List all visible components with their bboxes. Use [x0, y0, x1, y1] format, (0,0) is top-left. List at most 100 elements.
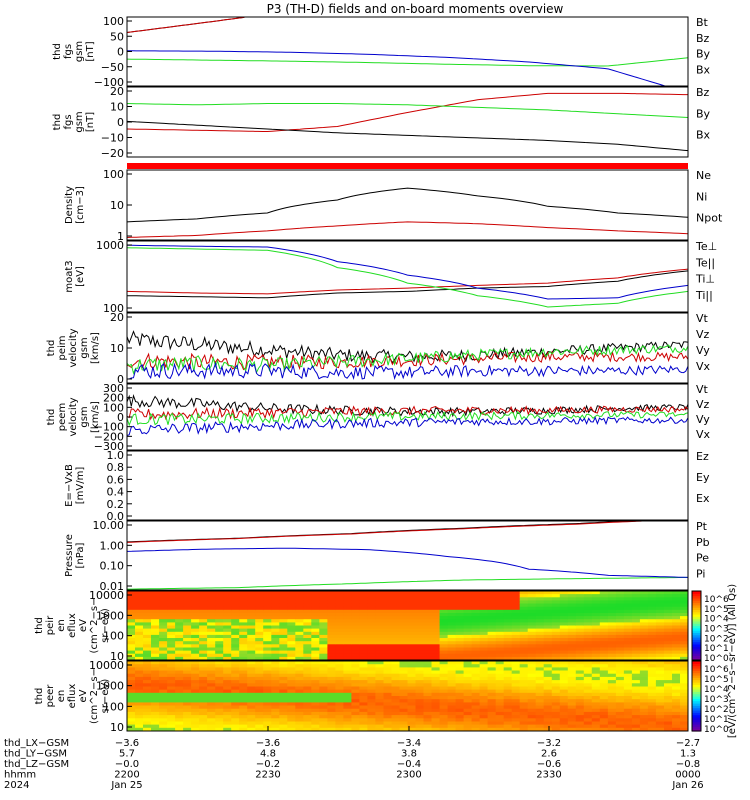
heatmap-cell — [399, 653, 408, 658]
heatmap-cell — [207, 644, 216, 648]
heatmap-cell — [359, 708, 368, 713]
heatmap-cell — [607, 661, 617, 665]
legend-entry-By: By — [696, 107, 711, 120]
heatmap-cell — [247, 634, 256, 639]
heatmap-cell — [319, 702, 328, 707]
heatmap-cell — [407, 699, 416, 703]
heatmap-cell — [359, 718, 368, 722]
heatmap-cell — [295, 711, 304, 716]
heatmap-cell — [647, 708, 657, 713]
heatmap-cell — [359, 616, 368, 620]
y-tick-label: 0.4 — [107, 486, 125, 499]
heatmap-cell — [207, 705, 216, 710]
heatmap-cell — [543, 606, 553, 611]
heatmap-cell — [495, 673, 505, 678]
heatmap-cell — [167, 670, 176, 675]
heatmap-cell — [503, 667, 513, 672]
heatmap-cell — [135, 656, 144, 661]
heatmap-cell — [375, 622, 384, 626]
heatmap-cell — [375, 689, 384, 694]
heatmap-cell — [407, 702, 416, 707]
legend-entry-Te⊥: Te⊥ — [695, 240, 717, 253]
heatmap-cell — [287, 680, 296, 684]
heatmap-cell — [391, 591, 400, 595]
heatmap-cell — [391, 715, 400, 719]
heatmap-cell — [519, 616, 529, 620]
heatmap-cell — [655, 653, 665, 658]
heatmap-cell — [607, 721, 617, 726]
colorbar-step — [692, 686, 701, 690]
heatmap-cell — [207, 676, 216, 681]
heatmap-cell — [615, 656, 625, 661]
legend-entry-Bx: Bx — [696, 129, 711, 142]
heatmap-cell — [375, 676, 384, 681]
heatmap-cell — [151, 603, 160, 608]
heatmap-cell — [175, 656, 184, 661]
heatmap-cell — [183, 597, 192, 601]
heatmap-cell — [319, 641, 328, 645]
heatmap-cell — [183, 628, 192, 633]
heatmap-cell — [471, 689, 481, 694]
heatmap-cell — [191, 676, 200, 681]
heatmap-cell — [647, 622, 657, 626]
heatmap-cell — [399, 644, 408, 648]
heatmap-cell — [175, 664, 184, 668]
heatmap-cell — [479, 683, 489, 687]
heatmap-cell — [615, 603, 625, 608]
heatmap-cell — [567, 625, 577, 630]
heatmap-cell — [407, 676, 416, 681]
heatmap-cell — [639, 616, 649, 620]
heatmap-cell — [511, 711, 521, 716]
heatmap-cell — [680, 683, 689, 687]
heatmap-cell — [127, 699, 136, 703]
heatmap-cell — [439, 721, 449, 726]
heatmap-cell — [263, 619, 272, 623]
heatmap-cell — [207, 718, 216, 722]
heatmap-cell — [279, 650, 288, 655]
y-tick-label: 0.01 — [100, 580, 125, 593]
heatmap-cell — [495, 683, 505, 687]
heatmap-cell — [279, 641, 288, 645]
heatmap-cell — [639, 631, 649, 636]
heatmap-cell — [583, 724, 593, 729]
heatmap-cell — [319, 661, 328, 665]
heatmap-cell — [575, 724, 585, 729]
heatmap-cell — [231, 670, 240, 675]
heatmap-cell — [319, 638, 328, 642]
heatmap-cell — [415, 676, 424, 681]
heatmap-cell — [319, 619, 328, 623]
heatmap-cell — [127, 597, 136, 601]
heatmap-cell — [607, 699, 617, 703]
heatmap-cell — [183, 591, 192, 595]
heatmap-cell — [143, 597, 152, 601]
series-Bx — [127, 50, 688, 86]
heatmap-cell — [167, 711, 176, 716]
heatmap-cell — [672, 606, 681, 611]
x-row-value: Jan 25 — [110, 780, 142, 791]
heatmap-cell — [127, 619, 136, 623]
heatmap-cell — [559, 721, 569, 726]
heatmap-cell — [359, 650, 368, 655]
heatmap-cell — [367, 616, 376, 620]
heatmap-cell — [672, 708, 681, 713]
heatmap-cell — [319, 676, 328, 681]
heatmap-cell — [639, 591, 649, 595]
heatmap-cell — [655, 609, 665, 614]
heatmap-cell — [239, 699, 248, 703]
heatmap-cell — [415, 699, 424, 703]
heatmap-cell — [319, 634, 328, 639]
heatmap-cell — [127, 650, 136, 655]
heatmap-cell — [495, 600, 505, 604]
heatmap-cell — [183, 705, 192, 710]
colorbar-step — [692, 691, 701, 695]
heatmap-cell — [583, 686, 593, 691]
heatmap-cell — [279, 696, 288, 700]
heatmap-cell — [431, 724, 440, 729]
heatmap-cell — [471, 673, 481, 678]
heatmap-cell — [351, 638, 360, 642]
heatmap-cell — [471, 711, 481, 716]
heatmap-cell — [407, 727, 416, 732]
heatmap-cell — [391, 650, 400, 655]
heatmap-cell — [423, 683, 432, 687]
y-axis-label: en — [56, 690, 67, 703]
